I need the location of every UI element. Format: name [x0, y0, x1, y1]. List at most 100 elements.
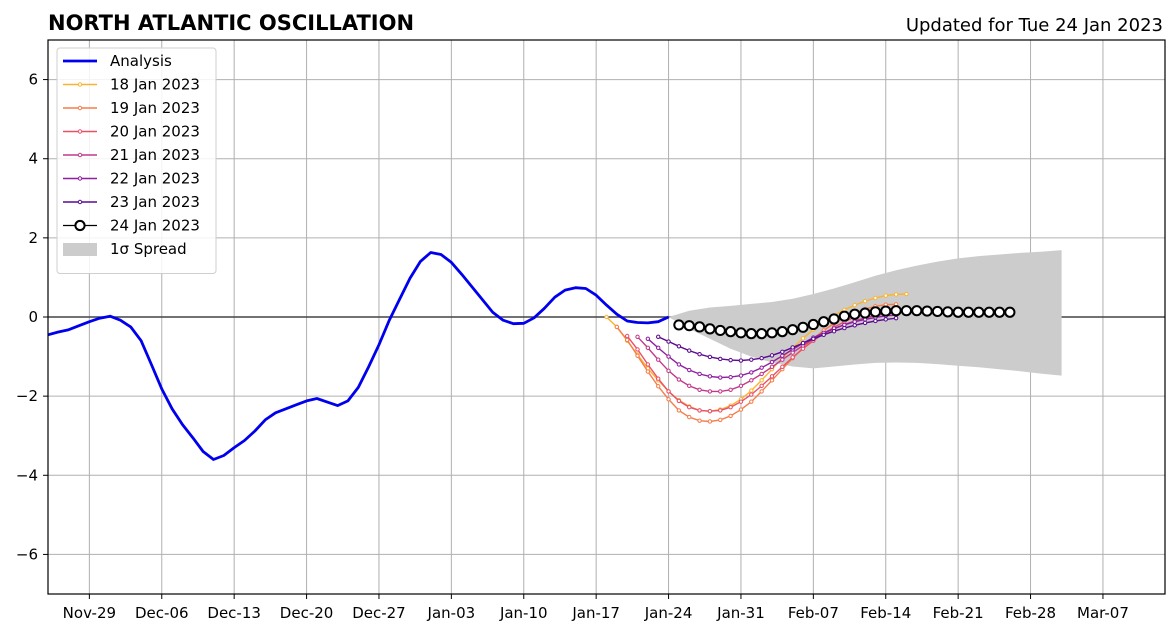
y-tick-label: 0 — [28, 308, 38, 326]
data-point — [993, 306, 1006, 318]
legend-marker — [77, 129, 83, 134]
data-point — [797, 321, 809, 333]
data-point — [645, 362, 651, 367]
data-point — [862, 320, 868, 326]
data-point — [893, 315, 899, 321]
data-point — [707, 419, 713, 424]
data-point — [738, 383, 744, 389]
data-point — [635, 347, 640, 352]
data-point — [707, 389, 713, 394]
data-point — [983, 306, 995, 318]
data-point — [838, 310, 850, 322]
data-point — [735, 327, 747, 339]
x-tick-label: Dec-13 — [207, 604, 261, 622]
data-point — [769, 359, 775, 365]
data-point — [728, 374, 733, 380]
data-point — [800, 336, 806, 341]
data-point — [697, 371, 702, 377]
data-point — [776, 326, 788, 338]
data-point — [828, 313, 840, 325]
data-point — [821, 332, 826, 338]
data-point — [676, 377, 682, 382]
data-point — [673, 319, 685, 331]
data-point — [931, 305, 944, 318]
x-tick-label: Jan-31 — [716, 604, 765, 622]
data-point — [962, 306, 975, 318]
data-point — [697, 408, 702, 413]
x-tick-label: Dec-20 — [280, 604, 334, 622]
data-point — [790, 345, 795, 350]
plot-area: −6 −4 −2 0 2 4 6 Nov-29 Dec-06 Dec-13 Dec-20 Dec-27… — [16, 39, 1166, 622]
data-point — [738, 399, 744, 404]
data-point — [697, 418, 702, 423]
data-point — [725, 326, 737, 338]
data-point — [656, 357, 661, 362]
data-point — [852, 302, 857, 308]
y-tick-label: −6 — [16, 545, 38, 563]
data-point — [780, 364, 785, 370]
data-point — [676, 344, 682, 349]
data-point — [666, 339, 671, 344]
legend: Analysis 18 Jan 2023 19 Jan 2023 20 Jan 202… — [56, 47, 217, 274]
legend-item: 20 Jan 2023 — [63, 123, 200, 141]
data-point — [707, 374, 713, 379]
data-point — [759, 383, 764, 389]
data-point — [811, 336, 816, 341]
data-point — [676, 408, 682, 413]
data-point — [883, 317, 888, 322]
data-point — [759, 378, 764, 383]
data-point — [693, 321, 706, 333]
chart-title: NORTH ATLANTIC OSCILLATION — [48, 11, 414, 35]
y-tick-label: 6 — [28, 71, 38, 89]
data-point — [911, 305, 923, 317]
data-point — [728, 387, 733, 393]
legend-swatch — [63, 243, 97, 256]
data-point — [780, 349, 785, 355]
x-tick-label: Jan-03 — [427, 604, 476, 622]
data-point — [635, 334, 640, 339]
data-point — [904, 291, 909, 297]
data-point — [697, 387, 702, 393]
data-point — [718, 389, 723, 394]
data-point — [807, 318, 819, 331]
legend-label: 1σ Spread — [110, 240, 187, 258]
x-tick-label: Feb-28 — [1005, 604, 1056, 622]
data-point — [873, 318, 878, 324]
legend-marker — [77, 82, 83, 87]
x-tick-label: Dec-27 — [352, 604, 406, 622]
legend-label: 21 Jan 2023 — [110, 146, 200, 164]
data-point — [707, 354, 713, 360]
y-tick-label: 2 — [28, 229, 38, 247]
x-tick-label: Jan-10 — [499, 604, 548, 622]
legend-label: 18 Jan 2023 — [110, 76, 200, 94]
data-point — [718, 408, 723, 413]
data-point — [624, 337, 630, 343]
data-point — [842, 325, 847, 331]
data-point — [718, 356, 723, 362]
data-point — [656, 384, 661, 389]
x-tick-label: Jan-24 — [644, 604, 693, 622]
legend-label: Analysis — [110, 52, 172, 70]
data-point — [873, 295, 878, 301]
x-tick-label: Jan-17 — [571, 604, 620, 622]
legend-label: 19 Jan 2023 — [110, 99, 200, 117]
legend-item: 21 Jan 2023 — [63, 146, 200, 164]
data-point — [635, 353, 640, 358]
legend-marker — [77, 152, 83, 158]
data-point — [749, 392, 754, 397]
legend-box — [56, 47, 217, 274]
data-point — [666, 397, 671, 402]
series-24-jan-2023 — [673, 305, 1016, 340]
data-point — [880, 305, 892, 317]
data-point — [756, 328, 768, 340]
data-point — [852, 319, 857, 324]
data-point — [614, 324, 620, 330]
data-point — [831, 329, 837, 334]
data-point — [769, 374, 775, 379]
data-point — [728, 405, 733, 410]
data-point — [687, 383, 692, 389]
x-tick-label: Dec-06 — [135, 604, 189, 622]
data-point — [683, 320, 695, 332]
data-point — [624, 333, 630, 339]
data-point — [666, 389, 671, 394]
